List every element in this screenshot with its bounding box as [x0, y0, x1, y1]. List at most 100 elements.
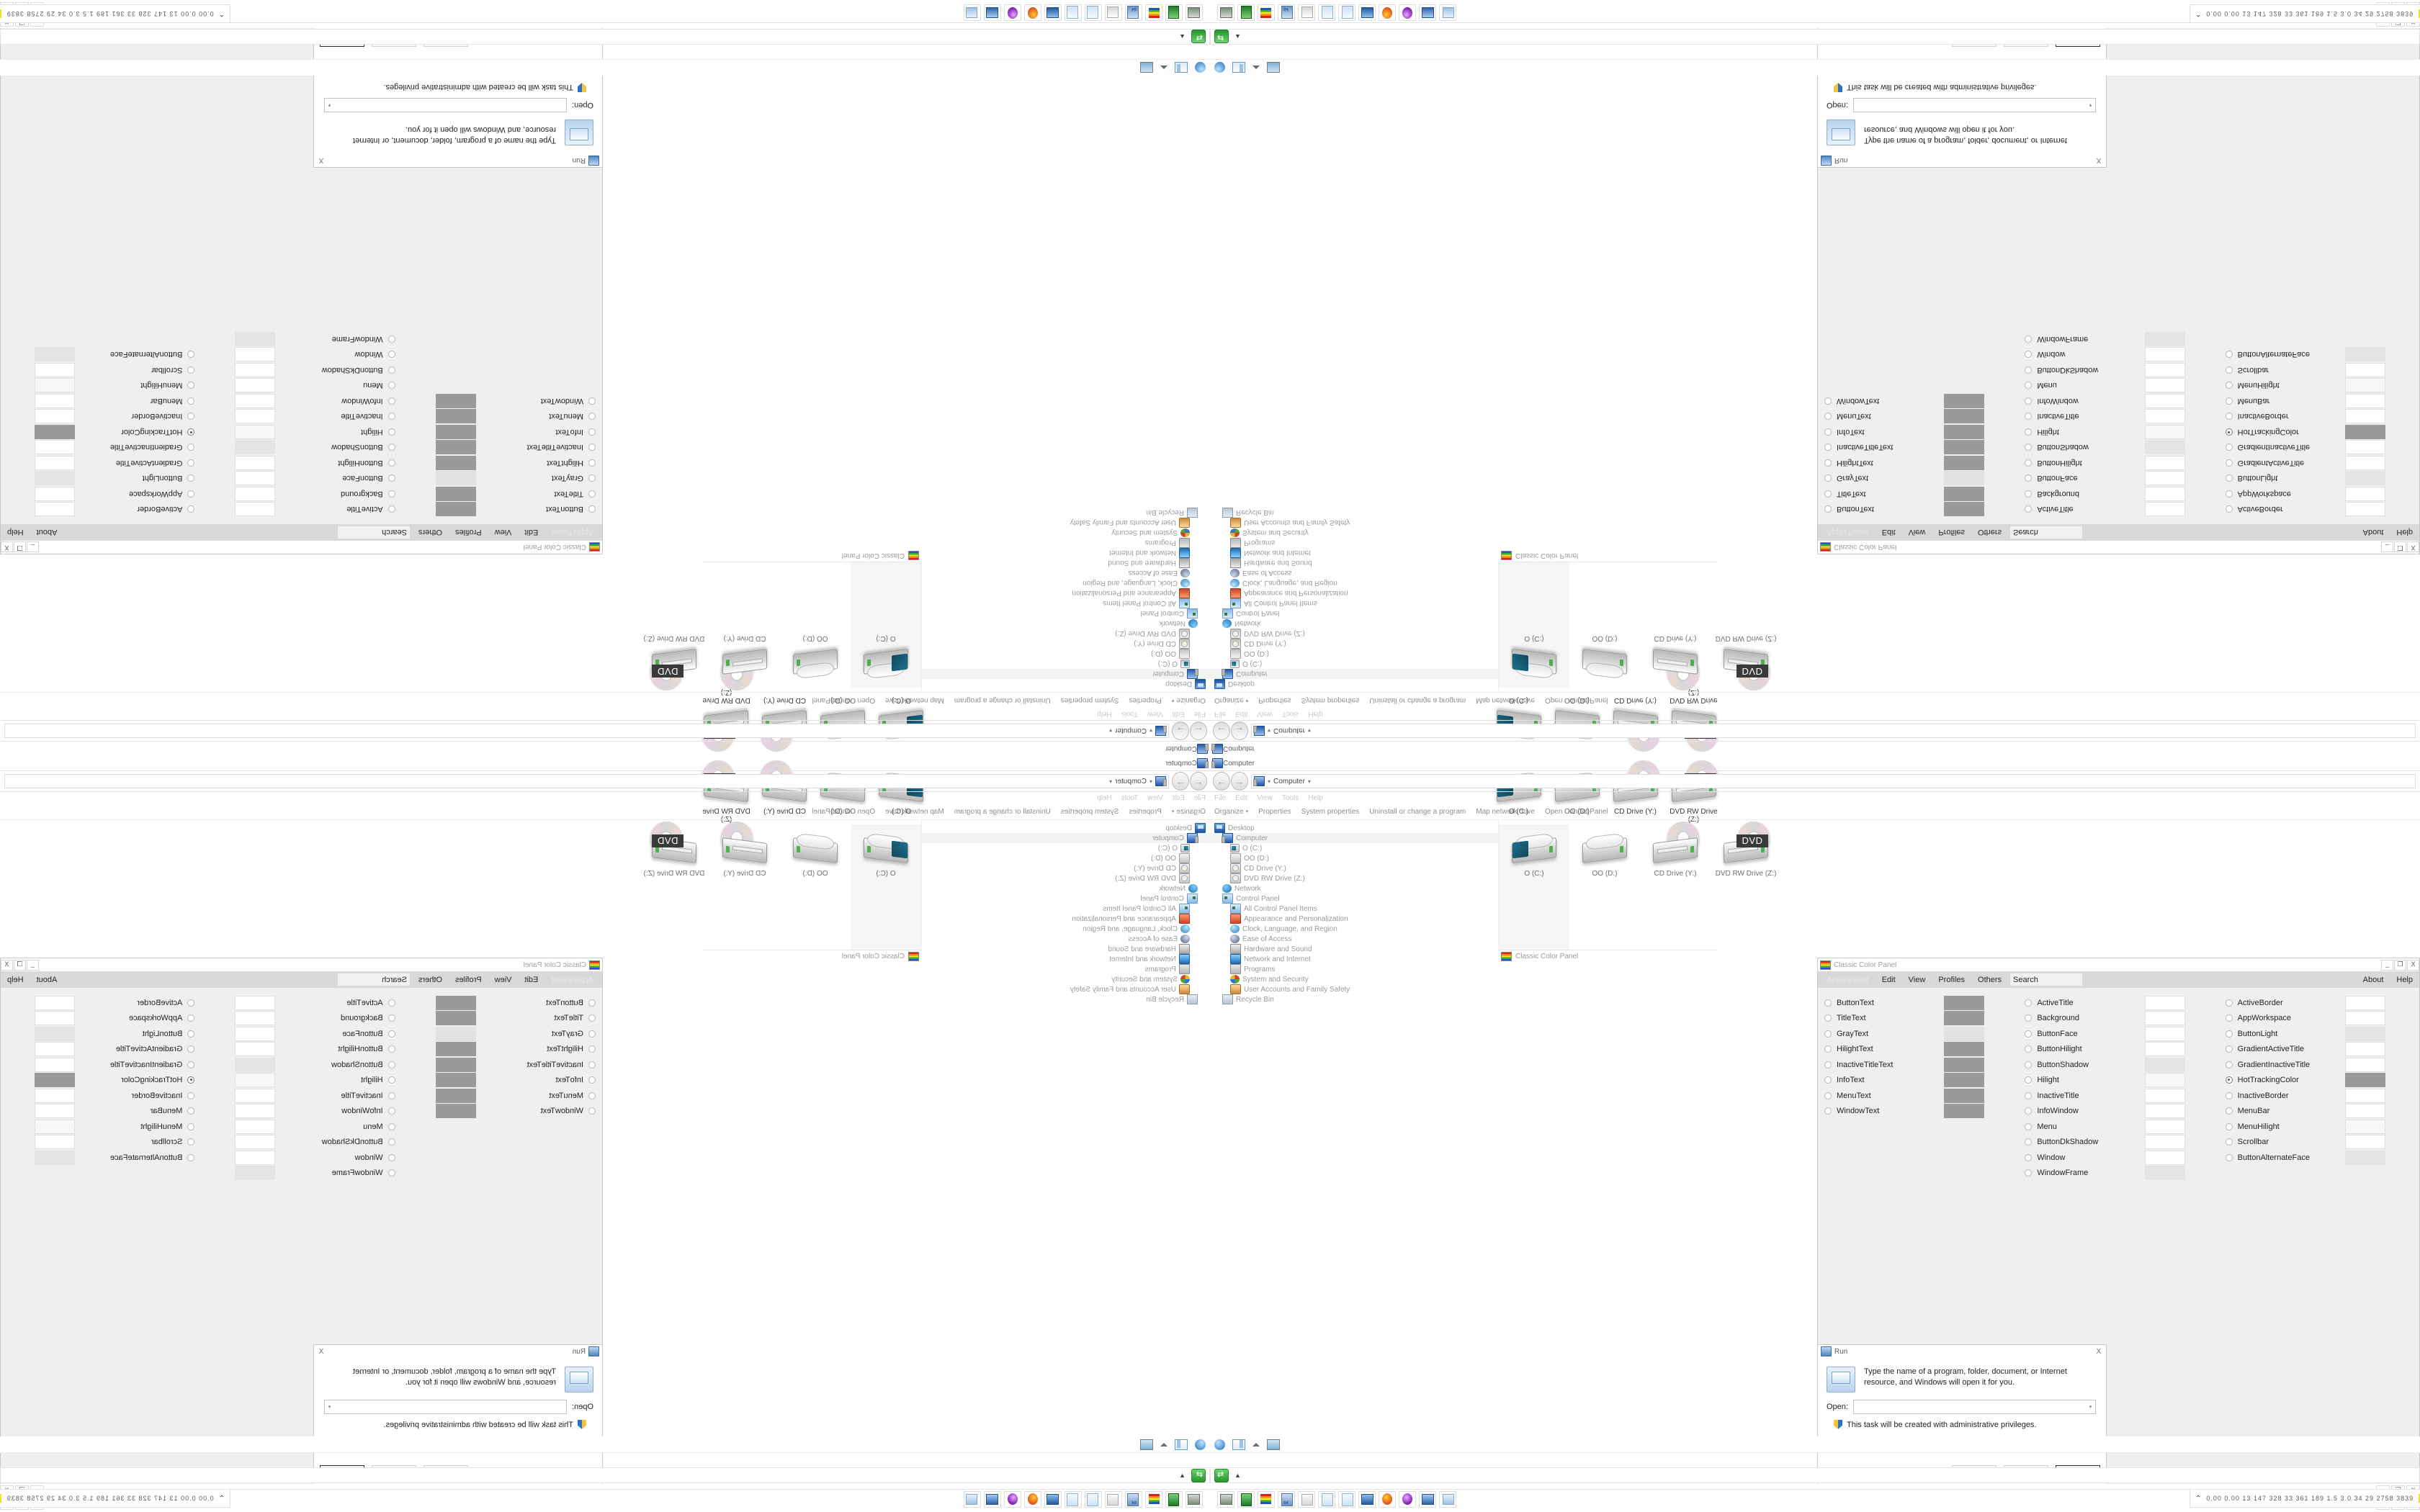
ccp-color-row[interactable]: ButtonText [1818, 502, 2018, 518]
ccp-color-swatch[interactable] [435, 1104, 476, 1119]
radio-button[interactable] [2225, 505, 2233, 513]
ccp-color-row[interactable]: WindowFrame [201, 331, 401, 347]
rdp-monitor-icon[interactable] [1044, 1491, 1062, 1508]
breadcrumb[interactable]: Computer [1115, 777, 1147, 786]
radio-button[interactable] [2225, 1076, 2233, 1084]
file-item[interactable]: CD Drive (Y:) [709, 822, 780, 950]
ccp-color-swatch[interactable] [235, 471, 276, 486]
toolbar-open-control-panel[interactable]: Open Control Panel [1544, 807, 1608, 816]
ccp-color-swatch[interactable] [2144, 331, 2185, 346]
ccp-color-row[interactable]: ButtonDkShadow [201, 1135, 401, 1151]
ccp-color-swatch[interactable] [2344, 424, 2385, 439]
chevron-down-icon[interactable]: ▾ [2089, 102, 2092, 107]
ccp-color-row[interactable]: InactiveTitleText [402, 440, 602, 456]
image-icon[interactable] [1140, 1439, 1153, 1450]
ccp-color-row[interactable]: Window [201, 347, 401, 363]
ccp-color-swatch[interactable] [2344, 995, 2385, 1010]
tree-node[interactable]: System and Security [1210, 528, 1498, 538]
ccp-color-swatch[interactable] [235, 393, 276, 408]
ccp-color-swatch[interactable] [35, 486, 76, 501]
ccp-color-swatch[interactable] [35, 1026, 76, 1041]
ccp-color-swatch[interactable] [2144, 486, 2185, 501]
toolbar-map-network-drive[interactable]: Map network drive [885, 696, 944, 705]
radio-button[interactable] [588, 1061, 596, 1068]
radio-button[interactable] [2225, 1153, 2233, 1161]
ccp-color-row[interactable]: GradientActiveTitle [2219, 455, 2419, 471]
ccp-color-row[interactable]: HotTrackingColor [2219, 424, 2419, 440]
radio-button[interactable] [187, 474, 195, 482]
ccp-color-row[interactable]: AppWorkspace [1, 486, 201, 502]
ccp-color-swatch[interactable] [35, 1104, 76, 1119]
ccp-color-swatch[interactable] [235, 331, 276, 346]
back-button[interactable]: ← [1190, 721, 1207, 740]
ccp-color-row[interactable]: Scrollbar [1, 362, 201, 378]
radio-button[interactable] [387, 459, 395, 467]
ccp-color-row[interactable]: ButtonAlternateFace [1, 1150, 201, 1166]
ccp-color-swatch[interactable] [35, 347, 76, 362]
radio-button[interactable] [387, 999, 395, 1007]
radio-button[interactable] [2025, 397, 2033, 405]
ccp-color-swatch[interactable] [2344, 1119, 2385, 1134]
tree-node[interactable]: Ease of Access [1210, 934, 1498, 944]
radio-button[interactable] [2025, 505, 2033, 513]
ccp-color-swatch[interactable] [2144, 1150, 2185, 1165]
tree-node[interactable]: User Accounts and Family Safety [1210, 518, 1498, 528]
ccp-color-row[interactable]: MenuBar [1, 393, 201, 409]
tree-node[interactable]: OO (D:) [922, 853, 1210, 863]
ccp-color-row[interactable]: Scrollbar [1, 1135, 201, 1151]
toolbar-open-control-panel[interactable]: Open Control Panel [1544, 696, 1608, 705]
ccp-color-row[interactable]: WindowText [402, 393, 602, 409]
radio-button[interactable] [387, 335, 395, 343]
log-icon[interactable] [1298, 4, 1315, 21]
close-button[interactable]: X [2407, 541, 2419, 553]
menu-help[interactable]: Help [2396, 975, 2413, 984]
radio-button[interactable] [2025, 382, 2033, 390]
ccp-color-swatch[interactable] [1944, 486, 1985, 501]
classic-color-panel-icon[interactable] [1258, 4, 1275, 21]
menu-tools[interactable]: Tools [1121, 793, 1139, 802]
ie-icon[interactable] [1195, 1439, 1206, 1450]
tree-node[interactable]: Appearance and Personalization [922, 588, 1210, 598]
ccp-color-swatch[interactable] [2344, 393, 2385, 408]
radio-button[interactable] [2225, 397, 2233, 405]
radio-button[interactable] [187, 1122, 195, 1130]
ccp-color-row[interactable]: Hilight [201, 1073, 401, 1089]
radio-button[interactable] [2225, 1107, 2233, 1115]
ccp-color-row[interactable]: ButtonHilight [2018, 1042, 2218, 1058]
radio-button[interactable] [588, 1045, 596, 1053]
ccp-color-row[interactable]: ActiveTitle [2018, 995, 2218, 1011]
menu-profiles[interactable]: Profiles [454, 975, 482, 984]
ccp-color-row[interactable]: GradientActiveTitle [2219, 1042, 2419, 1058]
menu-profiles[interactable]: Profiles [1938, 975, 1966, 984]
radio-button[interactable] [2225, 1092, 2233, 1099]
ccp-color-swatch[interactable] [435, 471, 476, 486]
ccp-color-row[interactable]: GrayText [1818, 471, 2018, 487]
address-bar[interactable]: ▾ Computer ▾ [4, 724, 1169, 738]
ccp-color-swatch[interactable] [35, 378, 76, 393]
radio-button[interactable] [387, 1122, 395, 1130]
radio-button[interactable] [1824, 490, 1832, 498]
tree-node[interactable]: DVD RW Drive (Z:) [922, 629, 1210, 639]
ccp-color-swatch[interactable] [435, 995, 476, 1010]
radio-button[interactable] [187, 1138, 195, 1146]
ccp-color-swatch[interactable] [2144, 1026, 2185, 1041]
menu-view[interactable]: View [1257, 710, 1273, 719]
tree-node[interactable]: Desktop [1210, 679, 1498, 689]
radio-button[interactable] [588, 1107, 596, 1115]
radio-button[interactable] [387, 474, 395, 482]
ccp-color-swatch[interactable] [35, 471, 76, 486]
menu-help[interactable]: Help [7, 975, 24, 984]
radio-button[interactable] [187, 1107, 195, 1115]
radio-button[interactable] [2025, 1122, 2033, 1130]
image-icon[interactable] [1140, 62, 1153, 73]
tree-node[interactable]: Ease of Access [1210, 568, 1498, 578]
ccp-color-row[interactable]: ActiveBorder [1, 502, 201, 518]
ccp-color-row[interactable]: Menu [201, 1119, 401, 1135]
chevron-down-icon[interactable]: ▾ [1307, 727, 1311, 734]
ccp-color-swatch[interactable] [35, 440, 76, 455]
radio-button[interactable] [387, 397, 395, 405]
radio-button[interactable] [1824, 444, 1832, 451]
ccp-color-row[interactable]: ActiveTitle [2018, 502, 2218, 518]
tree-node[interactable]: CD Drive (Y:) [922, 639, 1210, 649]
ccp-color-row[interactable]: Background [2018, 486, 2218, 502]
